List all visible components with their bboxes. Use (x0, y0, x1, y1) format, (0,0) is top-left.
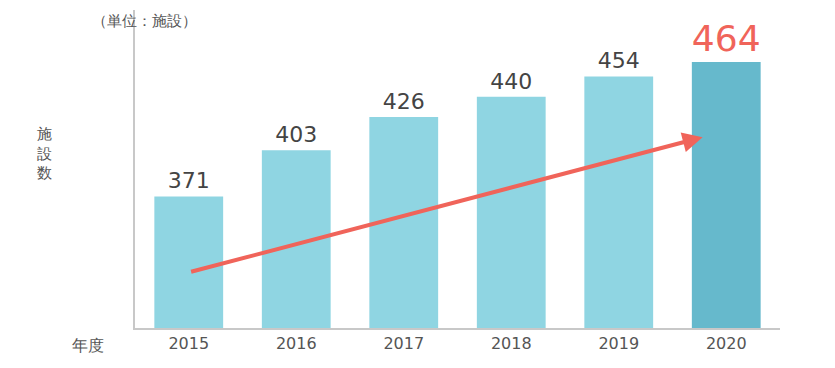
svg-text:440: 440 (490, 69, 532, 94)
svg-text:施設数: 施設数 (37, 125, 52, 182)
svg-text:2020: 2020 (706, 334, 747, 353)
svg-text:2019: 2019 (598, 334, 639, 353)
svg-text:2015: 2015 (168, 334, 209, 353)
svg-text:403: 403 (275, 122, 317, 147)
svg-text:（単位：施設）: （単位：施設） (92, 12, 197, 30)
svg-text:371: 371 (168, 168, 210, 193)
svg-text:426: 426 (383, 89, 425, 114)
svg-text:454: 454 (598, 48, 640, 73)
svg-text:年度: 年度 (72, 336, 104, 355)
svg-text:464: 464 (692, 18, 761, 59)
svg-text:2016: 2016 (276, 334, 317, 353)
svg-text:2017: 2017 (383, 334, 424, 353)
svg-text:2018: 2018 (491, 334, 532, 353)
